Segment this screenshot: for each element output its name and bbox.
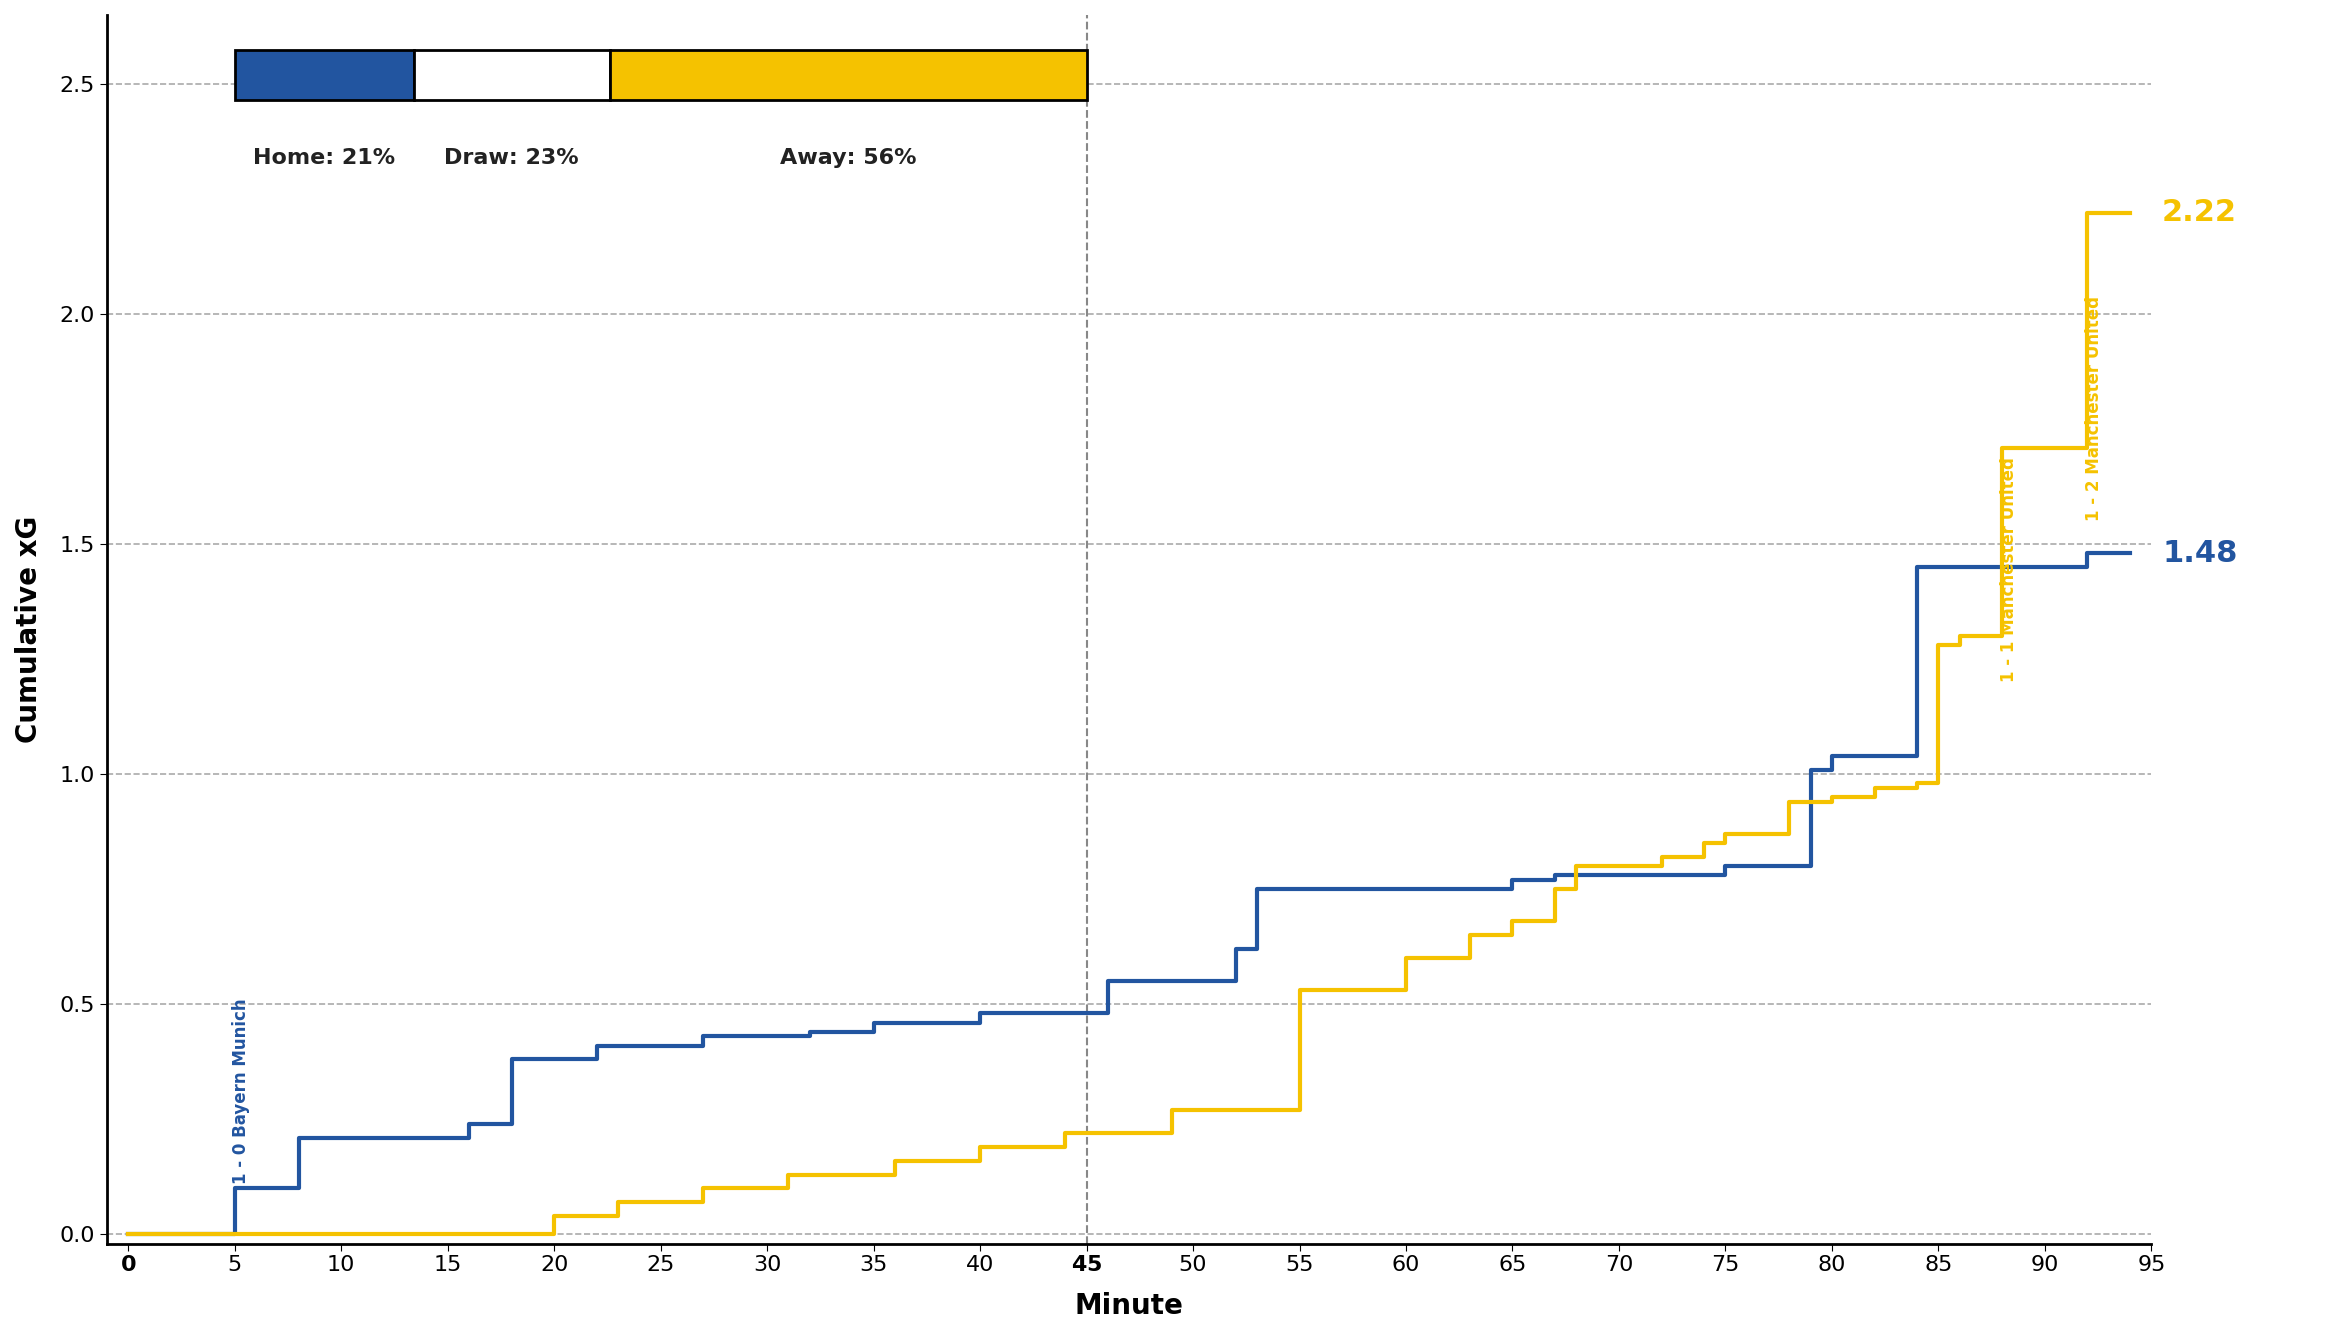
Y-axis label: Cumulative xG: Cumulative xG <box>14 515 42 742</box>
Text: 1.48: 1.48 <box>2162 539 2237 567</box>
X-axis label: Minute: Minute <box>1074 1292 1184 1320</box>
Text: Home: 21%: Home: 21% <box>253 148 396 168</box>
Bar <box>610 49 1086 100</box>
Bar <box>234 49 413 100</box>
Text: 1 - 2 Manchester United: 1 - 2 Manchester United <box>2085 296 2103 521</box>
Text: Away: 56%: Away: 56% <box>781 148 917 168</box>
Text: 1 - 0 Bayern Munich: 1 - 0 Bayern Munich <box>232 999 251 1184</box>
Bar <box>413 49 610 100</box>
Text: 2.22: 2.22 <box>2162 199 2237 227</box>
Text: Draw: 23%: Draw: 23% <box>443 148 579 168</box>
Text: 1 - 1 Manchester United: 1 - 1 Manchester United <box>2000 458 2017 682</box>
